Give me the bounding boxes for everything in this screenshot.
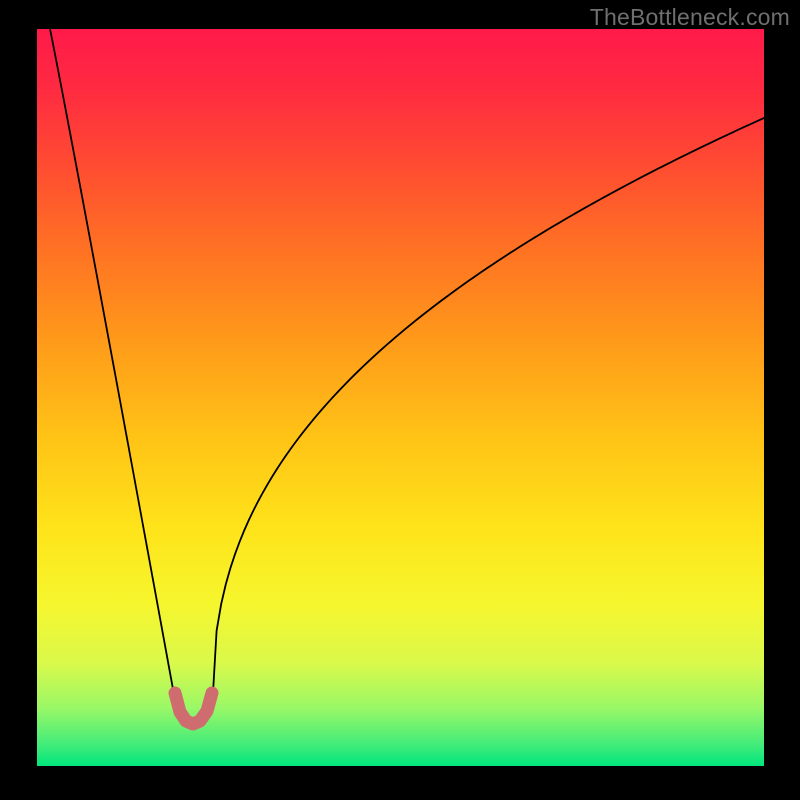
watermark: TheBottleneck.com [590,4,790,31]
